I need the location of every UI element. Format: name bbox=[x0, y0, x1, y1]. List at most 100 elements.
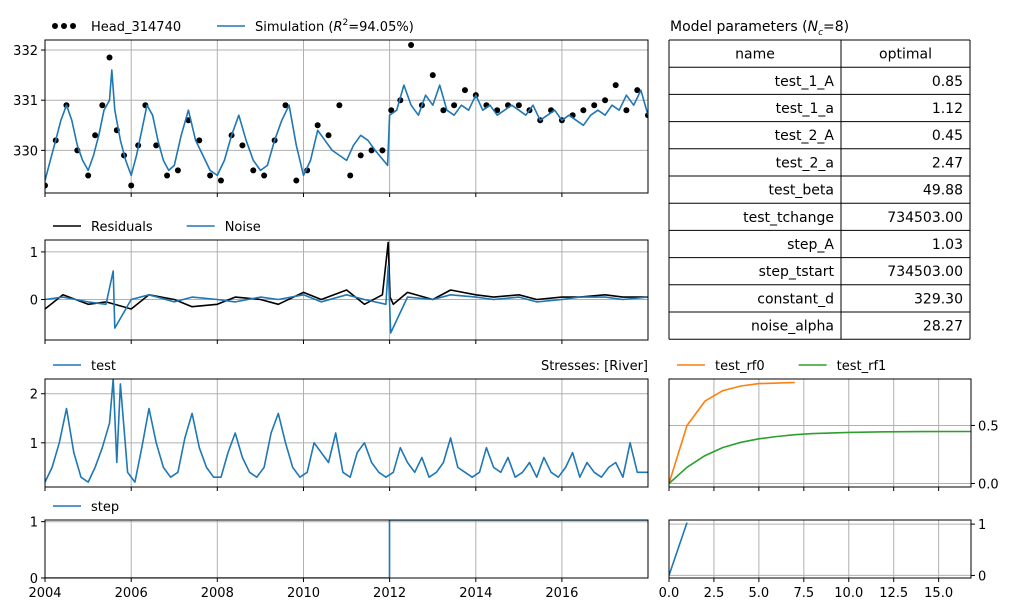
data-point bbox=[634, 87, 641, 94]
data-point bbox=[174, 167, 181, 174]
legend-label-part: =94.05%) bbox=[348, 20, 414, 35]
data-point bbox=[408, 42, 415, 49]
panel-response-step: 010.0 2.5 5.0 7.5 10.0 12.5 15.0 bbox=[659, 518, 987, 601]
table-value-cell: 1.12 bbox=[932, 101, 963, 117]
panel-head: 330 331 332 Head_314740 Simulation (R2=94.05… bbox=[13, 18, 649, 197]
panel-contribution-step: 0 1 2004 2006 2008 2010 2012 2014 2016 step bbox=[28, 500, 649, 601]
series-line bbox=[45, 379, 648, 483]
series-line bbox=[45, 69, 648, 181]
table-header-cell: name bbox=[735, 47, 775, 63]
data-point bbox=[612, 82, 619, 89]
data-point bbox=[282, 102, 289, 109]
y-tick-label: 1 bbox=[30, 437, 38, 452]
x-tick-label: 2004 bbox=[28, 586, 61, 601]
plot-area bbox=[45, 42, 648, 189]
data-point bbox=[347, 172, 354, 179]
data-point bbox=[602, 97, 609, 104]
y-tick-label: 0.5 bbox=[978, 419, 999, 434]
data-point bbox=[217, 177, 224, 184]
x-tick-label: 5.0 bbox=[749, 586, 770, 601]
axes-frame bbox=[668, 378, 972, 488]
x-tick-label: 2006 bbox=[115, 586, 148, 601]
legend-label: step bbox=[91, 500, 119, 515]
data-point bbox=[314, 122, 321, 129]
series-line bbox=[45, 520, 648, 578]
y-tick-label: 332 bbox=[13, 44, 38, 59]
plot-area bbox=[669, 381, 971, 485]
legend-label: Simulation (R2=94.05%) bbox=[255, 18, 414, 35]
axes-frame bbox=[44, 519, 649, 579]
legend-label-part: Simulation ( bbox=[255, 20, 333, 35]
data-point bbox=[128, 182, 135, 189]
table-name-cell: test_beta bbox=[769, 183, 834, 199]
table-title-part: Model parameters ( bbox=[670, 19, 808, 35]
x-tick-label: 0.0 bbox=[659, 586, 680, 601]
table-header-cell: optimal bbox=[879, 47, 932, 63]
data-point bbox=[591, 102, 598, 109]
stresses-annotation: Stresses: [River] bbox=[541, 359, 648, 374]
y-tick-label: 330 bbox=[13, 144, 38, 159]
table-name-cell: step_tstart bbox=[759, 264, 835, 280]
series-line bbox=[669, 430, 971, 485]
x-tick-label: 2016 bbox=[545, 586, 578, 601]
axes-frame bbox=[44, 39, 649, 194]
y-tick-label: 0.0 bbox=[978, 478, 999, 493]
table-name-cell: step_A bbox=[787, 237, 834, 253]
series-line bbox=[669, 522, 688, 576]
data-point bbox=[207, 172, 214, 179]
legend-marker bbox=[61, 23, 67, 29]
data-point bbox=[623, 107, 630, 114]
plot-area bbox=[669, 522, 688, 576]
legend-label-part: 2 bbox=[343, 18, 349, 28]
legend-label: test_rf0 bbox=[715, 359, 765, 374]
table-name-cell: test_1_A bbox=[775, 74, 835, 90]
plot-area bbox=[45, 379, 648, 483]
table-title-part: =8) bbox=[823, 19, 849, 35]
data-point bbox=[250, 167, 257, 174]
table-title: Model parameters (Nc=8) bbox=[670, 19, 849, 38]
data-point bbox=[293, 177, 300, 184]
axes-frame bbox=[44, 378, 649, 488]
data-point bbox=[368, 147, 375, 154]
legend-label: Residuals bbox=[91, 220, 153, 235]
data-point bbox=[515, 102, 522, 109]
data-point bbox=[239, 142, 246, 149]
data-point bbox=[99, 102, 106, 109]
axes-frame bbox=[44, 239, 649, 341]
panel-response-test: 0.0 0.5 test_rf0 test_rf1 bbox=[668, 359, 999, 493]
table-value-cell: 734503.00 bbox=[887, 264, 963, 280]
series-line bbox=[669, 381, 795, 484]
data-point bbox=[261, 172, 268, 179]
data-point bbox=[451, 102, 458, 109]
legend-label: test bbox=[91, 359, 116, 374]
panel-contribution-test: 1 2 test Stresses: [River] bbox=[30, 359, 649, 491]
y-tick-label: 1 bbox=[30, 516, 38, 531]
legend-marker bbox=[70, 23, 76, 29]
table-title-part: N bbox=[808, 19, 819, 35]
axes-frame bbox=[668, 519, 972, 579]
y-tick-label: 331 bbox=[13, 94, 38, 109]
y-tick-label: 0 bbox=[978, 569, 986, 584]
table-name-cell: test_2_A bbox=[775, 128, 835, 144]
data-point bbox=[461, 87, 468, 94]
table-name-cell: test_1_a bbox=[776, 101, 834, 117]
table-value-cell: 329.30 bbox=[914, 291, 963, 307]
data-point bbox=[164, 172, 171, 179]
data-point bbox=[388, 107, 395, 114]
legend-label: Noise bbox=[225, 220, 261, 235]
table-name-cell: constant_d bbox=[757, 291, 834, 307]
x-tick-label: 12.5 bbox=[879, 586, 908, 601]
series-line bbox=[45, 265, 648, 334]
table-value-cell: 49.88 bbox=[923, 183, 963, 199]
table-name-cell: test_2_a bbox=[776, 155, 834, 171]
plot-area bbox=[45, 520, 648, 578]
y-tick-label: 0 bbox=[30, 572, 38, 587]
table-name-cell: test_tchange bbox=[743, 210, 834, 226]
data-point bbox=[196, 137, 203, 144]
y-tick-label: 1 bbox=[30, 246, 38, 261]
x-tick-label: 2014 bbox=[459, 586, 492, 601]
x-tick-label: 15.0 bbox=[924, 586, 953, 601]
data-point bbox=[379, 147, 386, 154]
table-title-part: c bbox=[818, 28, 823, 38]
